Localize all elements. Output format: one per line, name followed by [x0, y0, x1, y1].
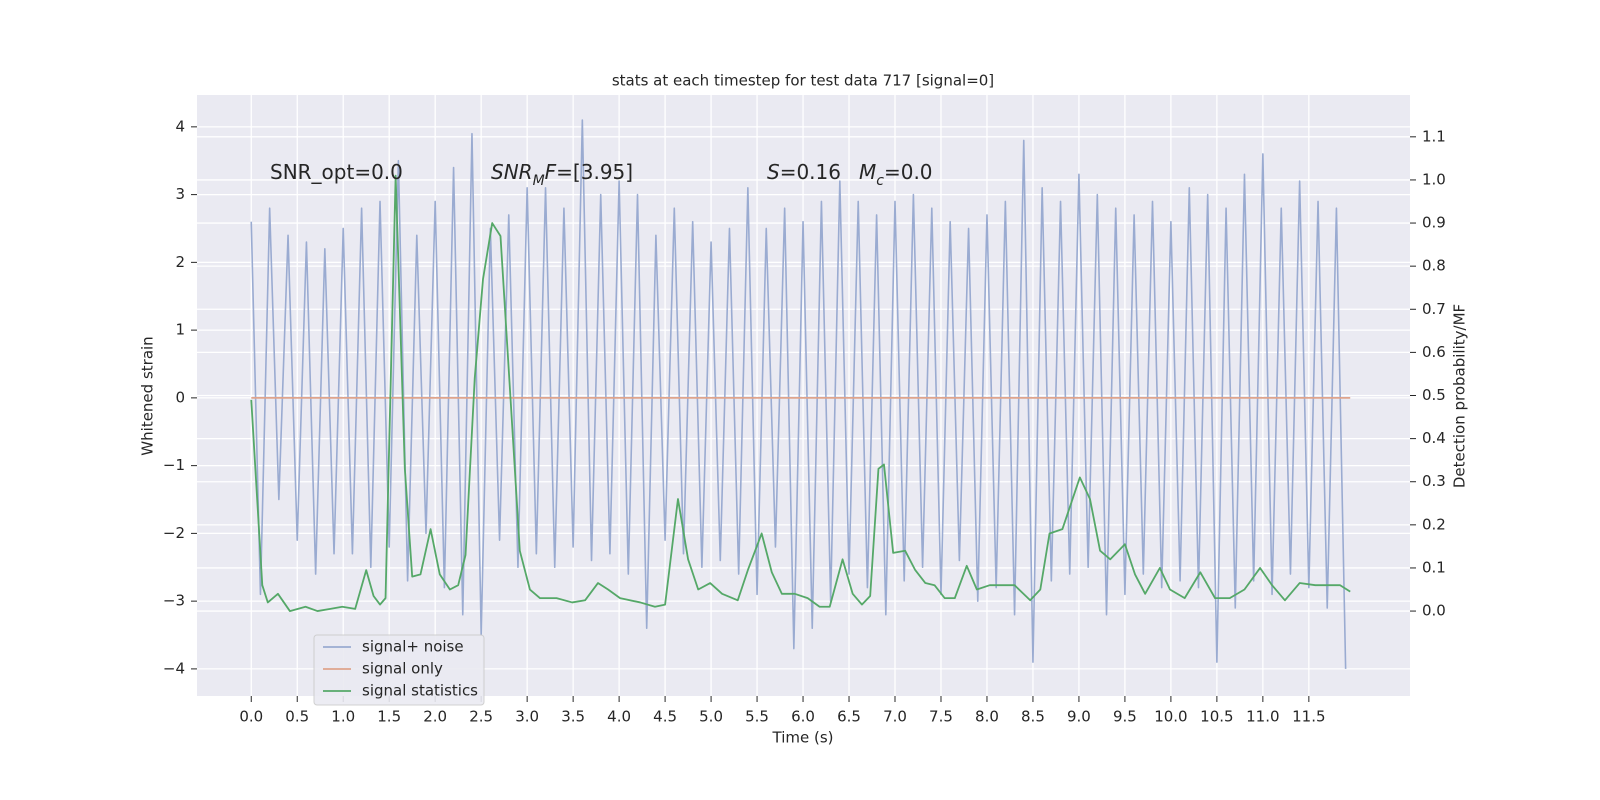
y-tick-label: −2 [163, 524, 185, 542]
y2-tick-label: 0.2 [1422, 515, 1446, 533]
x-tick-label: 4.0 [607, 708, 631, 726]
x-tick-label: 8.5 [1021, 708, 1045, 726]
y-tick-label: 0 [175, 388, 185, 406]
annotation-part: S [767, 160, 780, 184]
x-tick-label: 1.5 [377, 708, 401, 726]
y-tick-label: −3 [163, 592, 185, 610]
y2-tick-label: 0.5 [1422, 386, 1446, 404]
x-axis-label: Time (s) [772, 729, 834, 747]
series-line [250, 119, 1347, 669]
y-tick-label: 3 [175, 185, 185, 203]
annotation-part: M [859, 160, 876, 184]
annotation: Mc=0.0 [859, 160, 933, 190]
y2-tick-label: 0.1 [1422, 558, 1446, 576]
x-tick-label: 6.5 [837, 708, 861, 726]
y2-tick-label: 0.4 [1422, 429, 1446, 447]
x-tick-label: 8.0 [975, 708, 999, 726]
x-tick-label: 2.0 [423, 708, 447, 726]
x-tick-label: 9.0 [1067, 708, 1091, 726]
y-tick-label: −1 [163, 456, 185, 474]
grid [197, 95, 1410, 696]
x-tick-label: 5.0 [699, 708, 723, 726]
x-tick-label: 11.5 [1292, 708, 1325, 726]
annotation-part: c [876, 173, 884, 189]
x-tick-label: 1.0 [331, 708, 355, 726]
x-tick-label: 10.5 [1200, 708, 1233, 726]
x-tick-label: 7.0 [883, 708, 907, 726]
y-axis-label: Whitened strain [139, 336, 157, 455]
y2-tick-label: 0.7 [1422, 300, 1446, 318]
x-tick-label: 3.5 [561, 708, 585, 726]
x-tick-label: 0.0 [239, 708, 263, 726]
annotation: SNRMF=[3.95] [491, 160, 633, 190]
y2-tick-label: 0.3 [1422, 472, 1446, 490]
x-tick-label: 9.5 [1113, 708, 1137, 726]
y-tick-label: 1 [175, 321, 185, 339]
annotation-part: F [545, 160, 557, 184]
legend-label: signal statistics [362, 682, 478, 700]
annotation-part: =0.0 [884, 160, 933, 184]
series-line [250, 174, 1351, 612]
annotation-part: SNR_opt=0.0 [270, 160, 403, 184]
x-tick-label: 11.0 [1246, 708, 1279, 726]
legend-box [313, 634, 485, 706]
series-layer [250, 119, 1351, 669]
y2-tick-label: 0.6 [1422, 343, 1446, 361]
legend: signal+ noise signal only signal statistic… [313, 634, 485, 706]
x-tick-label: 3.0 [515, 708, 539, 726]
x-tick-label: 6.0 [791, 708, 815, 726]
y-tick-label: −4 [163, 659, 185, 677]
chart-title: stats at each timestep for test data 717… [612, 72, 994, 90]
y2-tick-label: 1.1 [1422, 127, 1446, 145]
y2-tick-label: 0.9 [1422, 214, 1446, 232]
annotation-part: =0.16 [780, 160, 841, 184]
legend-label: signal+ noise [362, 638, 464, 656]
annotation: SNR_opt=0.0 [270, 160, 403, 184]
x-tick-label: 4.5 [653, 708, 677, 726]
x-tick-label: 5.5 [745, 708, 769, 726]
x-tick-label: 7.5 [929, 708, 953, 726]
y2-tick-label: 1.0 [1422, 170, 1446, 188]
annotation: S=0.16 [767, 160, 841, 184]
y2-tick-label: 0.8 [1422, 257, 1446, 275]
x-tick-label: 2.5 [469, 708, 493, 726]
annotation-part: M [533, 173, 545, 189]
x-tick-label: 10.0 [1154, 708, 1187, 726]
annotation-part: SNR [491, 160, 533, 184]
y-tick-label: 4 [175, 117, 185, 135]
y-tick-label: 2 [175, 253, 185, 271]
annotation-part: =[3.95] [556, 160, 633, 184]
y2-axis-label: Detection probability/MF [1451, 304, 1469, 488]
legend-label: signal only [362, 660, 443, 678]
x-tick-label: 0.5 [285, 708, 309, 726]
y2-tick-label: 0.0 [1422, 602, 1446, 620]
